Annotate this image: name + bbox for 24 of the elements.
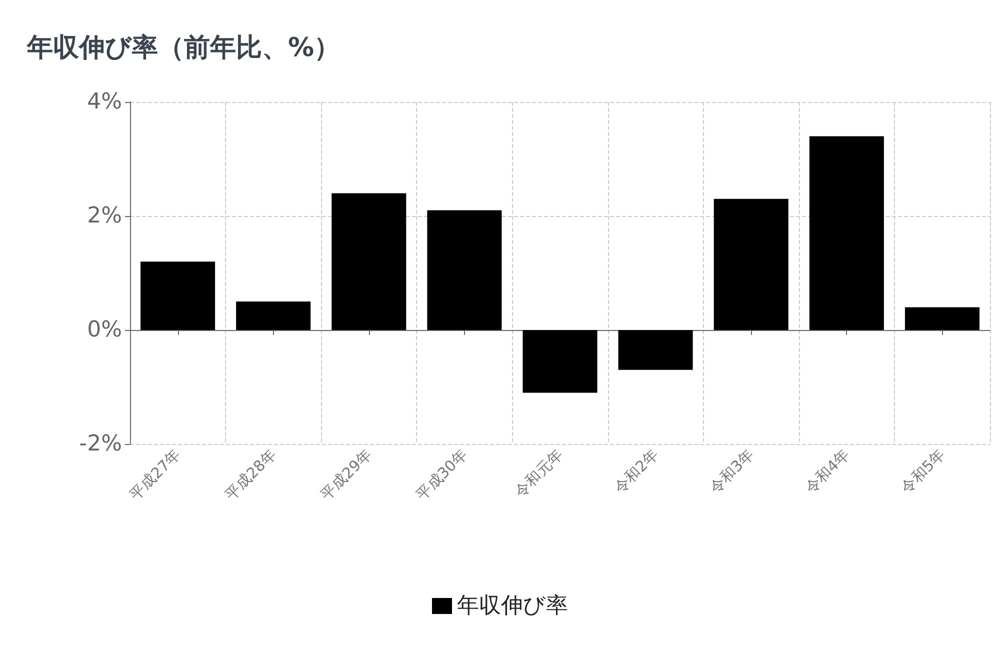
bar xyxy=(618,330,693,370)
bar xyxy=(332,193,406,330)
bar xyxy=(236,302,311,330)
bar xyxy=(904,307,980,330)
legend-label: 年収伸び率 xyxy=(457,594,568,618)
x-tick-label: 平成30年 xyxy=(412,446,471,504)
x-tick-label: 平成27年 xyxy=(126,446,184,504)
bar xyxy=(522,330,598,393)
x-tick-label: 令和4年 xyxy=(802,446,854,497)
y-tick-label: 0% xyxy=(87,318,122,342)
chart-title: 年収伸び率（前年比、%） xyxy=(26,33,340,63)
x-tick-label: 令和3年 xyxy=(706,446,758,497)
x-tick-label: 平成29年 xyxy=(317,446,376,504)
x-tick-label: 令和元年 xyxy=(511,446,566,501)
bar xyxy=(714,198,788,330)
x-tick-label: 平成28年 xyxy=(222,446,280,504)
bar xyxy=(427,210,502,330)
bar xyxy=(140,262,216,330)
x-tick-label: 令和5年 xyxy=(897,446,949,497)
bar xyxy=(809,136,884,330)
y-tick-label: 4% xyxy=(87,90,122,114)
y-tick-label: 2% xyxy=(87,204,122,228)
y-tick-label: -2% xyxy=(79,432,122,456)
x-tick-label: 令和2年 xyxy=(610,446,662,497)
